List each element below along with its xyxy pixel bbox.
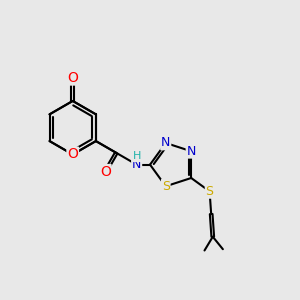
Text: S: S: [162, 180, 170, 193]
Text: S: S: [206, 185, 214, 198]
Text: H: H: [133, 151, 141, 161]
Text: O: O: [100, 165, 111, 179]
Text: O: O: [67, 148, 78, 161]
Text: N: N: [187, 145, 196, 158]
Text: N: N: [132, 158, 141, 171]
Text: O: O: [67, 71, 78, 85]
Text: N: N: [161, 136, 170, 149]
